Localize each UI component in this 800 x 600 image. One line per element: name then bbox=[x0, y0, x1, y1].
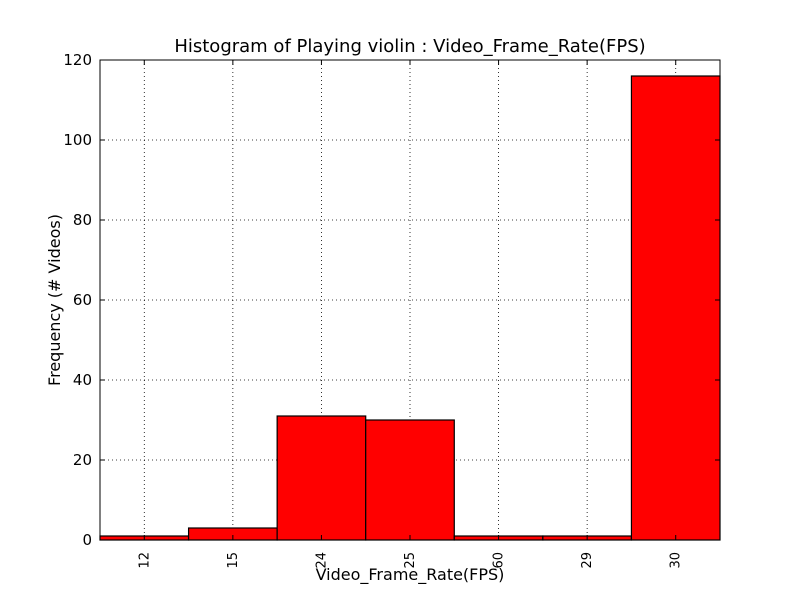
x-tick-label: 60 bbox=[492, 552, 507, 569]
x-tick-label: 29 bbox=[580, 552, 595, 569]
bars bbox=[99, 75, 721, 541]
bar bbox=[276, 415, 367, 541]
x-tick-label: 24 bbox=[314, 552, 329, 569]
x-tick-label: 25 bbox=[403, 552, 418, 569]
bar bbox=[365, 419, 455, 541]
y-tick-label: 0 bbox=[82, 531, 92, 549]
y-tick-label: 20 bbox=[73, 451, 92, 469]
bar bbox=[630, 75, 721, 541]
y-tick-label: 40 bbox=[73, 371, 92, 389]
y-axis-label: Frequency (# Videos) bbox=[45, 214, 64, 386]
x-tick-label: 12 bbox=[137, 552, 152, 569]
y-tick-label: 80 bbox=[73, 211, 92, 229]
x-tick-label: 15 bbox=[226, 552, 241, 569]
x-tick-label: 30 bbox=[669, 552, 684, 569]
y-tick-labels: 0 20 40 60 80 100 120 bbox=[63, 51, 92, 549]
y-tick-label: 120 bbox=[63, 51, 92, 69]
axis-ticks bbox=[100, 59, 720, 541]
chart-title: Histogram of Playing violin : Video_Fram… bbox=[174, 36, 645, 57]
y-tick-label: 100 bbox=[63, 131, 92, 149]
x-tick-labels: 12 15 24 25 60 29 30 bbox=[137, 552, 683, 569]
x-axis-label: Video_Frame_Rate(FPS) bbox=[316, 565, 505, 585]
y-tick-label: 60 bbox=[73, 291, 92, 309]
